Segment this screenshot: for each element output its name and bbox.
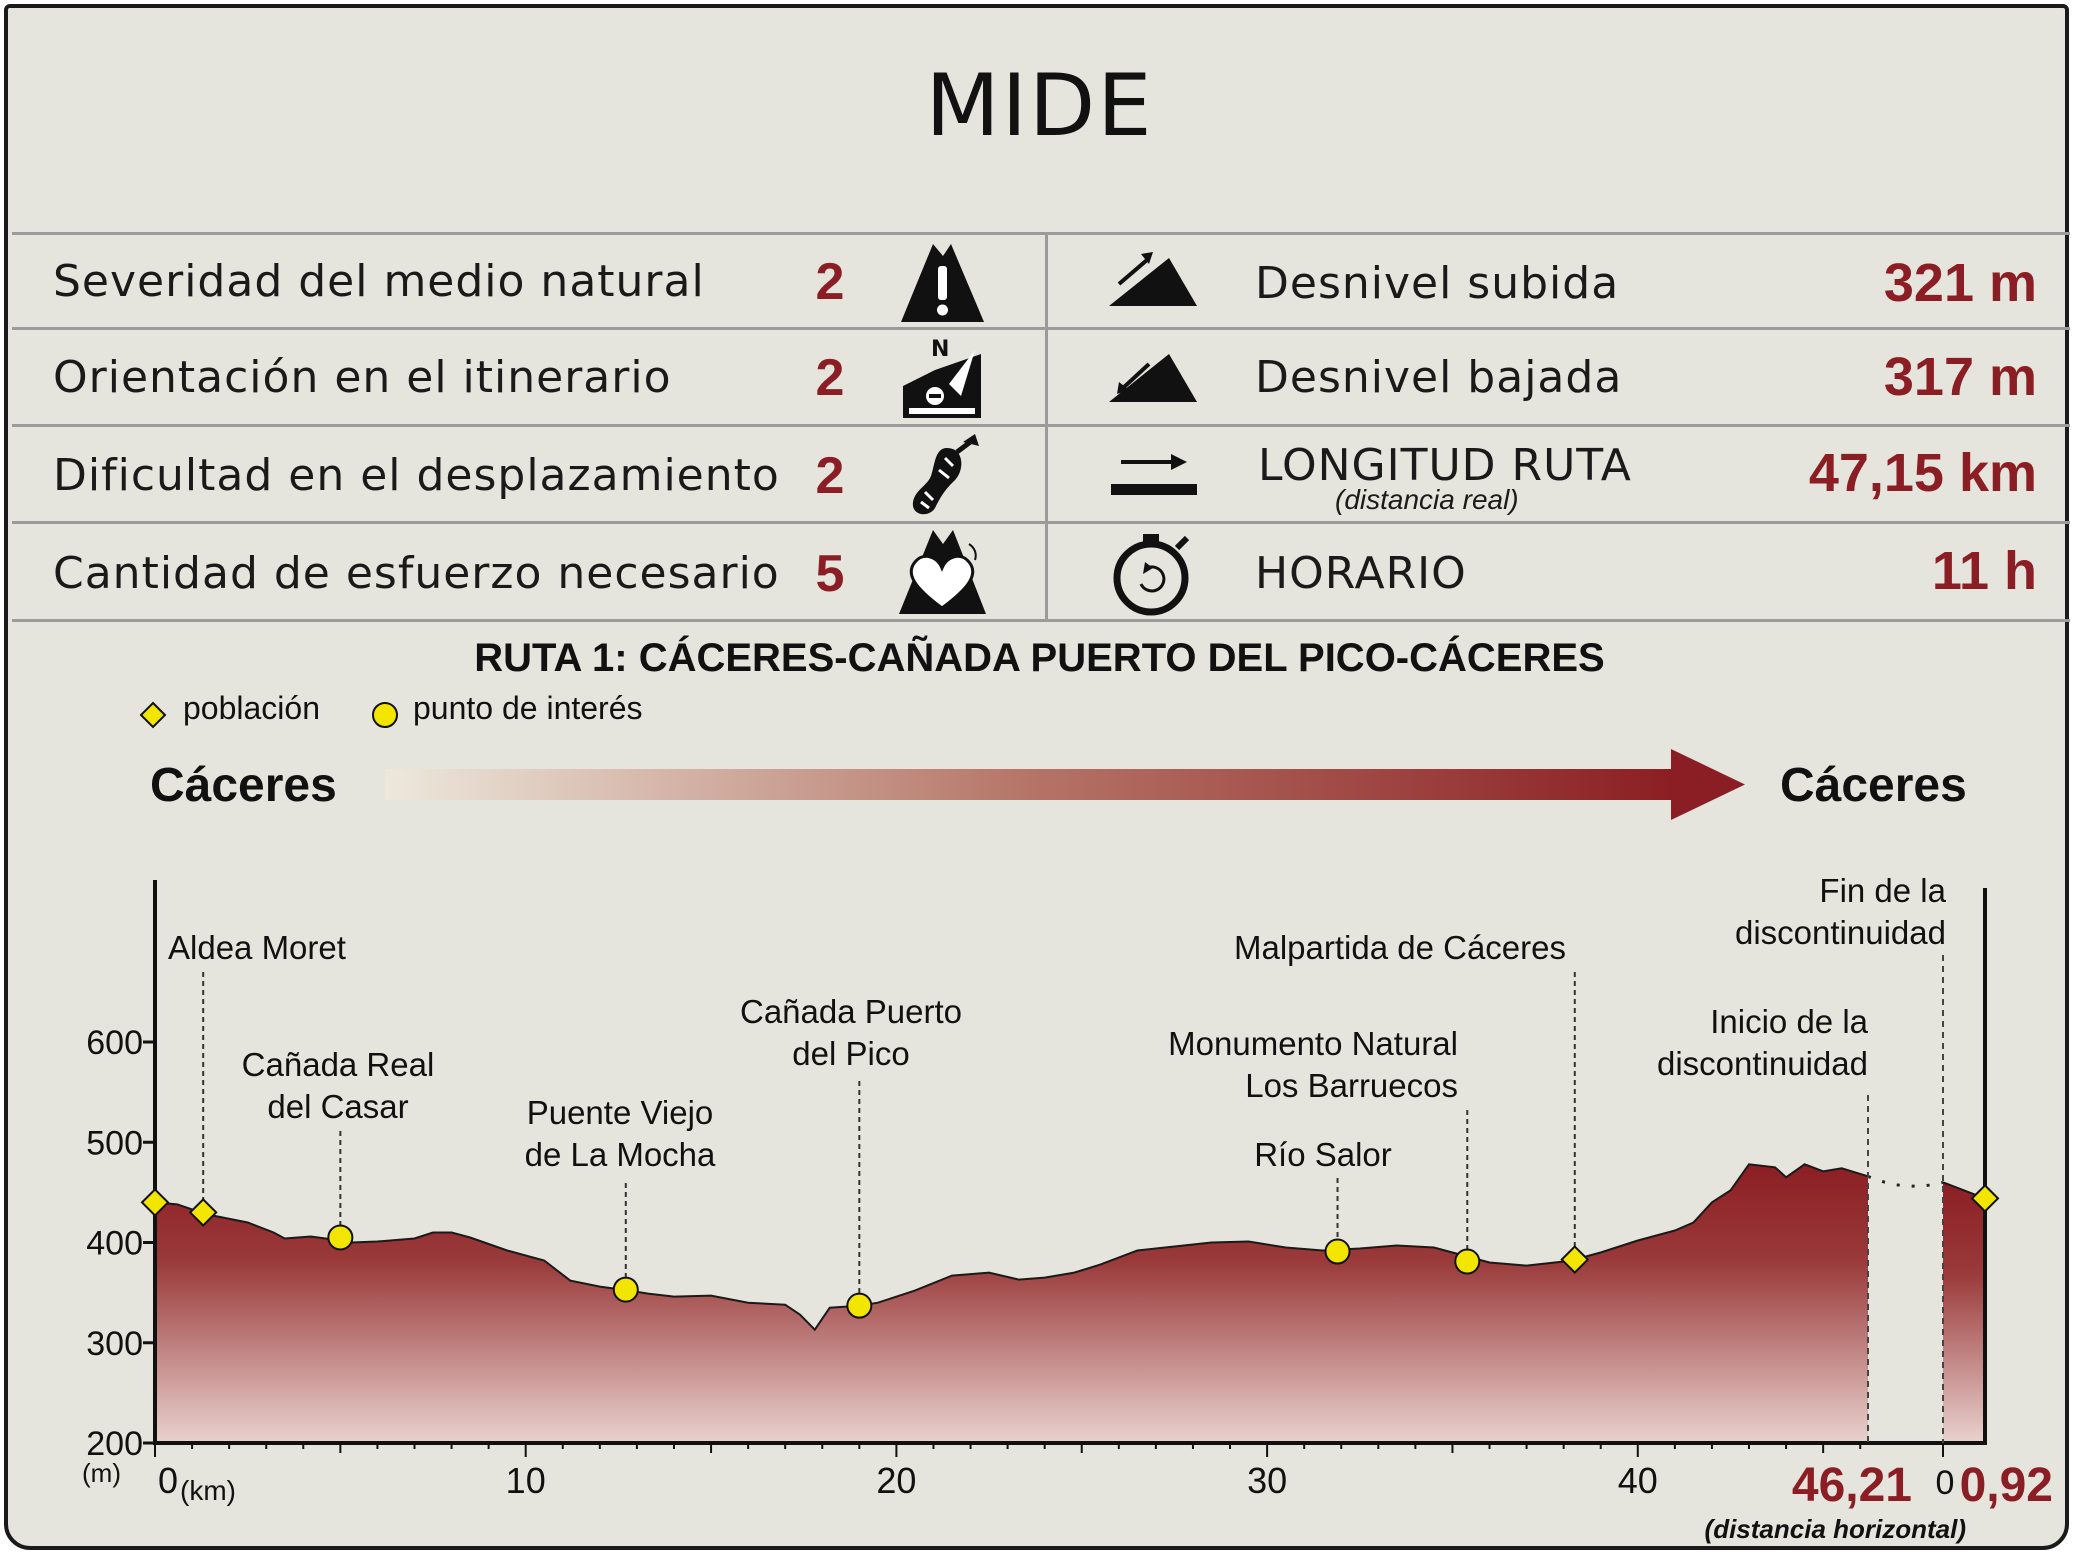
town-marker: [140, 1187, 170, 1217]
stat-label-time: HORARIO: [1255, 548, 1467, 599]
poi-label-line: Puente Viejo: [527, 1094, 714, 1131]
discontinuity-label-line: discontinuidad: [1735, 914, 1946, 951]
route-direction-arrow: [385, 749, 1745, 820]
end-segment-zero-label: 0: [1936, 1464, 1955, 1502]
svg-text:N: N: [931, 337, 949, 362]
mide-score-displacement: 2: [815, 447, 845, 505]
poi-label-line: Los Barruecos: [1245, 1067, 1458, 1104]
stat-value-time: 11 h: [1931, 541, 2037, 601]
poi-legend-icon: [372, 702, 398, 728]
table-divider: [12, 232, 2070, 235]
y-tick-label: 600: [86, 1024, 143, 1062]
poi-label-line: Cañada Puerto: [740, 993, 962, 1030]
table-divider: [12, 619, 2070, 622]
heart-mountain-icon: [899, 530, 986, 614]
mide-label-severity: Severidad del medio natural: [53, 256, 705, 307]
y-tick-label: 200: [86, 1425, 143, 1463]
x-tick-label: 10: [506, 1460, 546, 1501]
distance-note-label: (distancia horizontal): [1705, 1514, 1966, 1544]
x-unit-label: (km): [180, 1475, 236, 1506]
elevation-line: [154, 1163, 1869, 1332]
town-marker: [1970, 1183, 2000, 1213]
page-title: MIDE: [925, 56, 1154, 156]
route-start-label: Cáceres: [150, 759, 337, 812]
stat-sublabel-length: (distancia real): [1335, 484, 1519, 515]
discontinuity-label-line: Fin de la: [1819, 872, 1946, 909]
legend-poi-label: punto de interés: [413, 690, 643, 726]
town-marker: [188, 1198, 218, 1227]
poi-label-canada-real: Cañada Real del Casar: [242, 1046, 435, 1125]
town-legend-icon: [139, 701, 167, 729]
y-unit-label: (m): [82, 1458, 121, 1488]
y-tick-label: 300: [86, 1325, 143, 1363]
table-divider: [12, 327, 2070, 330]
poi-label-rio-salor: Río Salor: [1254, 1136, 1392, 1173]
route-end-label: Cáceres: [1780, 759, 1967, 812]
route-title: RUTA 1: CÁCERES-CAÑADA PUERTO DEL PICO-C…: [474, 636, 1605, 680]
distance-icon: [1111, 454, 1197, 495]
stopwatch-icon: [1113, 534, 1190, 616]
poi-label-canada-puerto: Cañada Puerto del Pico: [740, 993, 962, 1072]
elevation-area: [155, 1164, 1868, 1443]
stat-value-descent: 317 m: [1883, 347, 2037, 407]
table-divider: [12, 521, 2070, 524]
table-column-divider: [1045, 232, 1048, 620]
mide-score-orientation: 2: [815, 349, 845, 407]
total-distance-label: 46,21: [1792, 1459, 1912, 1512]
descent-icon: [1109, 354, 1197, 402]
town-marker: [1560, 1245, 1590, 1274]
x-tick-label: 20: [876, 1460, 916, 1501]
poi-marker: [846, 1292, 873, 1319]
poi-label-line: del Pico: [792, 1035, 909, 1072]
y-tick-label: 500: [86, 1124, 143, 1162]
mide-label-displacement: Dificultad en el desplazamiento: [53, 450, 780, 501]
discontinuity-label-line: Inicio de la: [1710, 1003, 1868, 1040]
mide-label-effort: Cantidad de esfuerzo necesario: [53, 548, 780, 599]
table-divider: [12, 424, 2070, 427]
poi-marker: [327, 1224, 354, 1251]
stat-value-ascent: 321 m: [1883, 253, 2037, 313]
x-tick-label: 30: [1247, 1460, 1287, 1501]
ascent-icon: [1109, 252, 1197, 306]
discontinuity-end-label: Fin de la discontinuidad: [1735, 872, 1947, 951]
poi-label-line: del Casar: [267, 1088, 408, 1125]
discontinuity-start-label: Inicio de la discontinuidad: [1657, 1003, 1869, 1082]
poi-label-line: Cañada Real: [242, 1046, 435, 1083]
poi-label-puente-viejo: Puente Viejo de La Mocha: [525, 1094, 716, 1173]
footprint-icon: [912, 434, 979, 515]
y-tick-label: 400: [86, 1225, 143, 1263]
x-tick-label: 40: [1618, 1460, 1658, 1501]
poi-label-line: de La Mocha: [525, 1136, 716, 1173]
mide-score-severity: 2: [815, 253, 845, 311]
stat-value-length: 47,15 km: [1808, 443, 2037, 503]
poi-label-barruecos: Monumento Natural Los Barruecos: [1168, 1025, 1458, 1104]
stat-label-ascent: Desnivel subida: [1255, 258, 1620, 309]
discontinuity-label-line: discontinuidad: [1657, 1045, 1868, 1082]
warning-mountain-icon: [901, 244, 984, 322]
elevation-area-end: [1943, 1182, 1985, 1443]
poi-marker: [612, 1276, 639, 1303]
mide-score-effort: 5: [815, 545, 845, 603]
poi-marker: [1454, 1248, 1481, 1275]
end-segment-label: 0,92: [1960, 1459, 2053, 1512]
town-label-malpartida: Malpartida de Cáceres: [1234, 929, 1566, 966]
legend-town-label: población: [183, 690, 320, 726]
town-label-aldea-moret: Aldea Moret: [168, 929, 346, 966]
compass-orientation-icon: N: [903, 337, 981, 418]
poi-label-line: Monumento Natural: [1168, 1025, 1458, 1062]
stat-label-descent: Desnivel bajada: [1255, 352, 1623, 403]
poi-marker: [1324, 1238, 1351, 1265]
mide-label-orientation: Orientación en el itinerario: [53, 352, 672, 403]
discontinuity-connector: [1867, 1174, 1944, 1188]
x-tick-label: 0: [158, 1460, 178, 1501]
stat-label-length: LONGITUD RUTA: [1258, 440, 1632, 491]
